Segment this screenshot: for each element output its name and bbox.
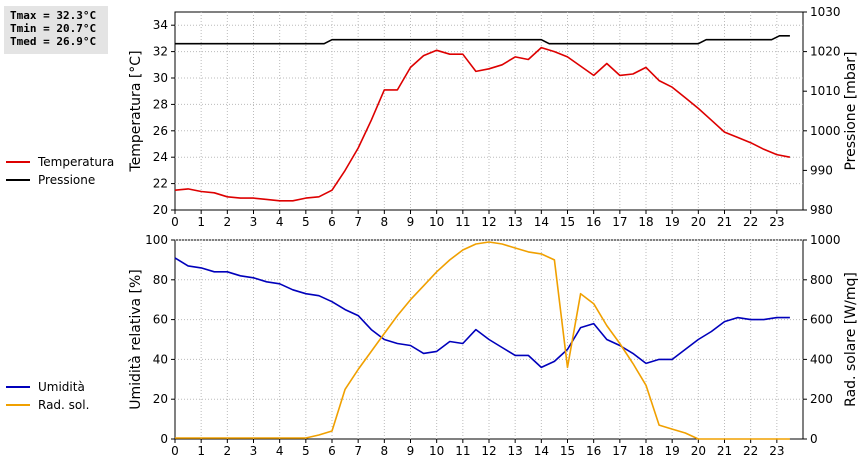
- tmax-label: Tmax = 32.3°C: [10, 9, 97, 22]
- x-tick-label: 13: [508, 215, 523, 229]
- y-tick-label: 22: [153, 177, 168, 191]
- x-tick-label: 0: [171, 444, 179, 458]
- y2-tick-label: 800: [810, 273, 833, 287]
- x-tick-label: 7: [354, 444, 362, 458]
- y2-tick-label: 1010: [810, 84, 841, 98]
- x-tick-label: 21: [717, 444, 732, 458]
- x-tick-label: 9: [407, 215, 415, 229]
- x-tick-label: 0: [171, 215, 179, 229]
- x-tick-label: 17: [612, 215, 627, 229]
- x-tick-label: 23: [769, 215, 784, 229]
- y2-tick-label: 1020: [810, 45, 841, 59]
- x-tick-label: 10: [429, 215, 444, 229]
- y-tick-label: 40: [153, 352, 168, 366]
- x-tick-label: 22: [743, 444, 758, 458]
- y-tick-label: 80: [153, 273, 168, 287]
- x-tick-label: 5: [302, 444, 310, 458]
- y2-tick-label: 1000: [810, 233, 841, 247]
- x-tick-label: 6: [328, 444, 336, 458]
- x-tick-label: 23: [769, 444, 784, 458]
- series-line-pressione: [175, 34, 790, 45]
- x-tick-label: 3: [250, 215, 258, 229]
- y-tick-label: 0: [160, 432, 168, 446]
- y-tick-label: 60: [153, 313, 168, 327]
- x-tick-label: 16: [586, 444, 601, 458]
- series-line-temperatura: [174, 46, 791, 202]
- y-axis-title: Umidità relativa [%]: [128, 269, 144, 410]
- x-tick-label: 16: [586, 215, 601, 229]
- y-tick-label: 100: [145, 233, 168, 247]
- x-tick-label: 12: [481, 444, 496, 458]
- y2-tick-label: 200: [810, 392, 833, 406]
- y2-axis-title: Rad. solare [W/mq]: [843, 272, 859, 407]
- series-line-umidit: [174, 257, 790, 369]
- x-tick-label: 13: [508, 444, 523, 458]
- y2-tick-label: 400: [810, 352, 833, 366]
- y2-axis-title: Pressione [mbar]: [843, 51, 859, 170]
- x-tick-label: 1: [197, 215, 205, 229]
- y2-tick-label: 0: [810, 432, 818, 446]
- stats-box: Tmax = 32.3°C Tmin = 20.7°C Tmed = 26.9°…: [4, 6, 108, 54]
- tmed-label: Tmed = 26.9°C: [10, 35, 97, 48]
- x-tick-label: 22: [743, 215, 758, 229]
- x-tick-label: 15: [560, 444, 575, 458]
- x-tick-label: 8: [381, 444, 389, 458]
- legend-label: Rad. sol.: [38, 398, 89, 412]
- legend-label: Temperatura: [37, 155, 114, 169]
- legend-label: Pressione: [38, 173, 95, 187]
- x-tick-label: 3: [250, 444, 258, 458]
- y2-tick-label: 600: [810, 313, 833, 327]
- x-tick-label: 20: [691, 444, 706, 458]
- series-line-rad-sol: [175, 241, 790, 440]
- x-tick-label: 11: [455, 215, 470, 229]
- x-tick-label: 5: [302, 215, 310, 229]
- y-tick-label: 20: [153, 203, 168, 217]
- x-tick-label: 15: [560, 215, 575, 229]
- y2-tick-label: 980: [810, 203, 833, 217]
- x-tick-label: 18: [638, 215, 653, 229]
- y-tick-label: 34: [153, 18, 168, 32]
- x-tick-label: 12: [481, 215, 496, 229]
- x-tick-label: 18: [638, 444, 653, 458]
- x-tick-label: 4: [276, 215, 284, 229]
- y2-tick-label: 990: [810, 163, 833, 177]
- y-tick-label: 24: [153, 150, 168, 164]
- x-tick-label: 2: [224, 444, 232, 458]
- x-tick-label: 2: [224, 215, 232, 229]
- x-tick-label: 20: [691, 215, 706, 229]
- y-tick-label: 28: [153, 97, 168, 111]
- x-tick-label: 11: [455, 444, 470, 458]
- x-tick-label: 21: [717, 215, 732, 229]
- y-axis-title: Temperatura [°C]: [128, 50, 144, 172]
- y2-tick-label: 1000: [810, 124, 841, 138]
- legend-label: Umidità: [38, 380, 85, 394]
- x-tick-label: 19: [665, 215, 680, 229]
- tmin-label: Tmin = 20.7°C: [10, 22, 97, 35]
- y-tick-label: 26: [153, 124, 168, 138]
- y-tick-label: 30: [153, 71, 168, 85]
- x-tick-label: 17: [612, 444, 627, 458]
- x-tick-label: 6: [328, 215, 336, 229]
- y2-tick-label: 1030: [810, 5, 841, 19]
- x-tick-label: 4: [276, 444, 284, 458]
- x-tick-label: 9: [407, 444, 415, 458]
- y-tick-label: 32: [153, 45, 168, 59]
- x-tick-label: 14: [534, 444, 549, 458]
- x-tick-label: 14: [534, 215, 549, 229]
- x-tick-label: 1: [197, 444, 205, 458]
- x-tick-label: 7: [354, 215, 362, 229]
- x-tick-label: 8: [381, 215, 389, 229]
- x-tick-label: 10: [429, 444, 444, 458]
- y-tick-label: 20: [153, 392, 168, 406]
- x-tick-label: 19: [665, 444, 680, 458]
